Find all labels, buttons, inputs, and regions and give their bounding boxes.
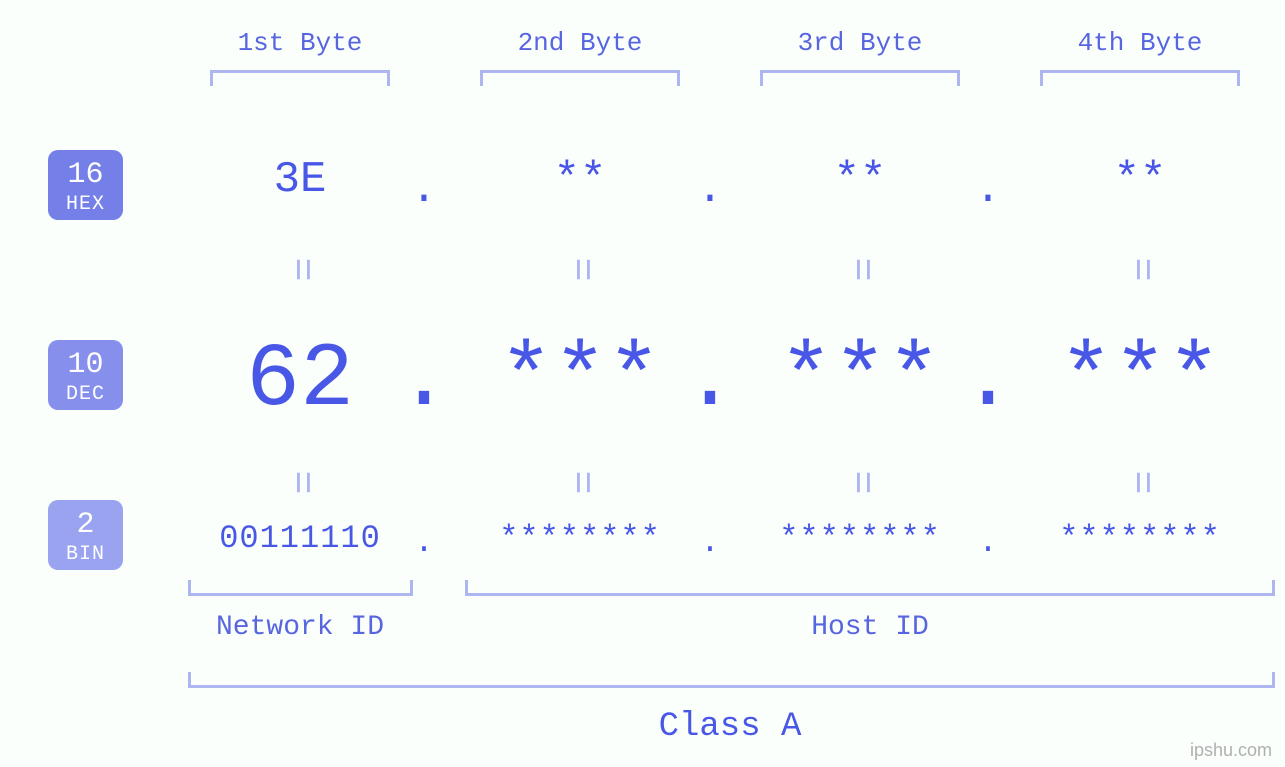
dec-dot-3: . xyxy=(958,330,1018,432)
badge-dec: 10 DEC xyxy=(48,340,123,410)
eq-2-4: = xyxy=(1118,463,1163,503)
bin-byte-4: ******** xyxy=(1010,520,1270,557)
byte-header-3: 3rd Byte xyxy=(760,28,960,58)
dec-dot-1: . xyxy=(394,330,454,432)
network-id-label: Network ID xyxy=(180,612,420,643)
byte-header-4: 4th Byte xyxy=(1040,28,1240,58)
top-bracket-3 xyxy=(760,70,960,86)
top-bracket-2 xyxy=(480,70,680,86)
class-bracket xyxy=(188,672,1275,688)
hex-dot-2: . xyxy=(690,165,730,215)
dec-byte-4: *** xyxy=(1010,330,1270,432)
bin-byte-3: ******** xyxy=(730,520,990,557)
dec-byte-3: *** xyxy=(730,330,990,432)
badge-hex: 16 HEX xyxy=(48,150,123,220)
dec-byte-2: *** xyxy=(450,330,710,432)
byte-header-1: 1st Byte xyxy=(200,28,400,58)
hex-byte-1: 3E xyxy=(200,155,400,205)
top-bracket-1 xyxy=(210,70,390,86)
ip-diagram: { "layout": { "byte_centers_x": [300, 58… xyxy=(0,0,1285,767)
bin-dot-1: . xyxy=(409,524,439,561)
class-label: Class A xyxy=(610,708,850,746)
hex-byte-3: ** xyxy=(760,155,960,205)
hex-byte-2: ** xyxy=(480,155,680,205)
bin-dot-2: . xyxy=(695,524,725,561)
host-id-label: Host ID xyxy=(750,612,990,643)
top-bracket-4 xyxy=(1040,70,1240,86)
eq-1-2: = xyxy=(558,250,603,290)
eq-2-1: = xyxy=(278,463,323,503)
badge-hex-txt: HEX xyxy=(48,194,123,216)
eq-2-2: = xyxy=(558,463,603,503)
bin-dot-3: . xyxy=(973,524,1003,561)
bin-byte-2: ******** xyxy=(450,520,710,557)
badge-bin-txt: BIN xyxy=(48,544,123,566)
eq-2-3: = xyxy=(838,463,883,503)
bin-byte-1: 00111110 xyxy=(170,520,430,557)
badge-bin: 2 BIN xyxy=(48,500,123,570)
eq-1-3: = xyxy=(838,250,883,290)
badge-dec-num: 10 xyxy=(48,349,123,382)
eq-1-4: = xyxy=(1118,250,1163,290)
badge-hex-num: 16 xyxy=(48,159,123,192)
host-bracket xyxy=(465,580,1275,596)
byte-header-2: 2nd Byte xyxy=(480,28,680,58)
dec-dot-2: . xyxy=(680,330,740,432)
badge-dec-txt: DEC xyxy=(48,384,123,406)
hex-dot-1: . xyxy=(404,165,444,215)
watermark: ipshu.com xyxy=(1190,740,1272,761)
hex-dot-3: . xyxy=(968,165,1008,215)
eq-1-1: = xyxy=(278,250,323,290)
hex-byte-4: ** xyxy=(1040,155,1240,205)
dec-byte-1: 62 xyxy=(170,330,430,432)
network-bracket xyxy=(188,580,413,596)
badge-bin-num: 2 xyxy=(48,509,123,542)
